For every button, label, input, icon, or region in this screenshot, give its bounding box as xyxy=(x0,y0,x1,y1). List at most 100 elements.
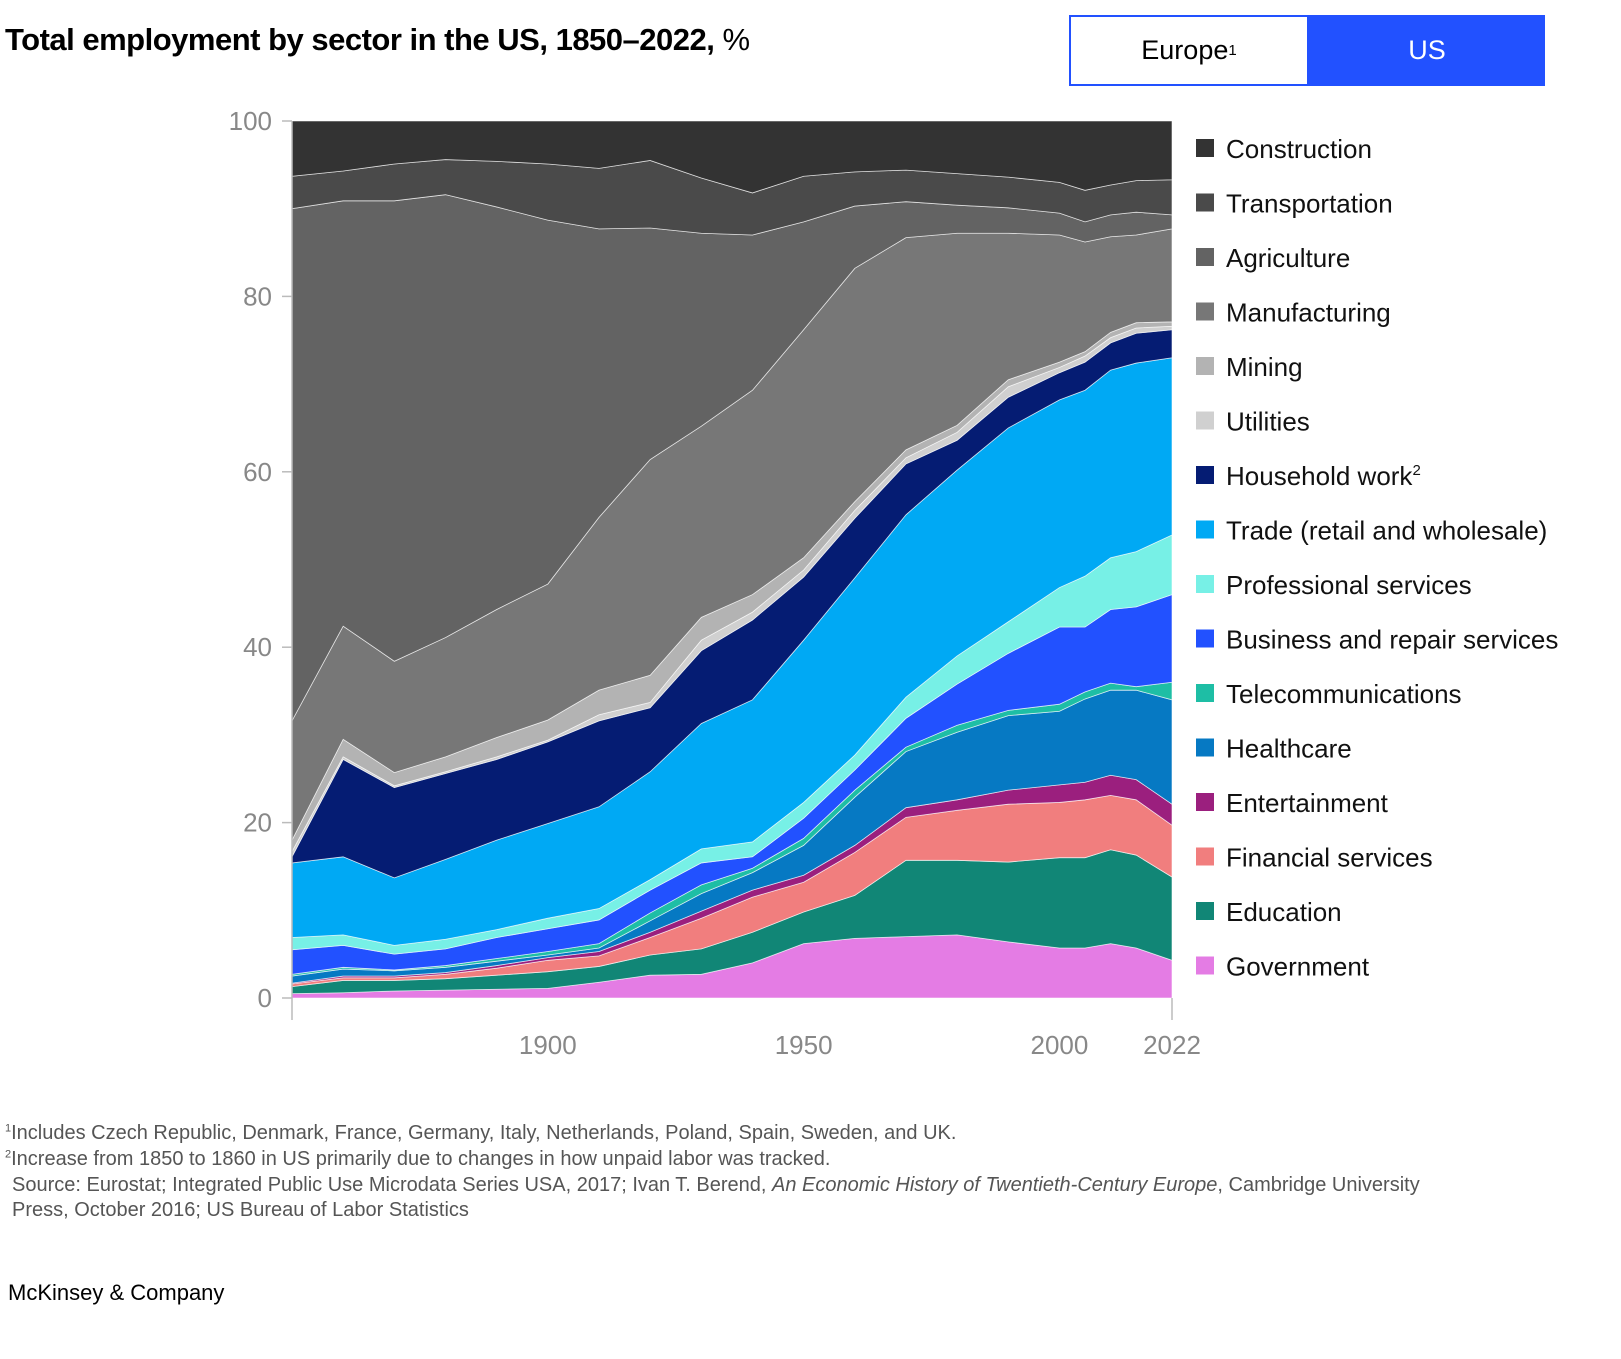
legend-label: Healthcare xyxy=(1226,734,1352,764)
source-book-title: An Economic History of Twentieth-Century… xyxy=(772,1174,1218,1196)
legend-label: Trade (retail and wholesale) xyxy=(1226,516,1547,546)
legend-item: Transportation xyxy=(1196,189,1393,219)
y-tick-label: 20 xyxy=(243,808,272,838)
x-tick-label: 1950 xyxy=(775,1030,833,1060)
legend-label: Education xyxy=(1226,897,1342,927)
legend-item: Household work2 xyxy=(1196,461,1421,491)
chart-title-text: Total employment by sector in the US, 18… xyxy=(5,22,715,57)
y-tick-label: 0 xyxy=(258,983,272,1013)
legend-label-text: Financial services xyxy=(1226,843,1433,873)
y-tick-label: 60 xyxy=(243,457,272,487)
legend: Construction Transportation Agriculture Man… xyxy=(1196,134,1558,982)
stacked-area-chart: 0 20 40 60 80 100 1900 1950 2000 2022 Constructio… xyxy=(229,106,1559,1060)
legend-label: Agriculture xyxy=(1226,243,1350,273)
legend-item: Trade (retail and wholesale) xyxy=(1196,516,1547,546)
legend-label-text: Education xyxy=(1226,897,1342,927)
legend-label-text: Professional services xyxy=(1226,570,1472,600)
legend-label: Financial services xyxy=(1226,843,1433,873)
legend-swatch xyxy=(1196,793,1214,811)
legend-label: Business and repair services xyxy=(1226,625,1558,655)
legend-swatch xyxy=(1196,248,1214,266)
legend-item: Construction xyxy=(1196,134,1372,164)
legend-swatch xyxy=(1196,956,1214,975)
x-tick-label: 1900 xyxy=(519,1030,577,1060)
y-tick-label: 40 xyxy=(243,632,272,662)
y-tick-label: 80 xyxy=(243,281,272,311)
y-tick-label: 100 xyxy=(229,106,272,136)
legend-swatch xyxy=(1196,357,1214,375)
footnote-1-marker: 1 xyxy=(5,1122,12,1135)
legend-label-text: Agriculture xyxy=(1226,243,1350,273)
toggle-europe-label: Europe xyxy=(1141,35,1229,65)
brand-logo: McKinsey & Company xyxy=(8,1280,225,1305)
legend-item: Financial services xyxy=(1196,843,1433,873)
legend-item: Government xyxy=(1196,952,1370,982)
legend-item: Utilities xyxy=(1196,407,1310,437)
legend-label: Professional services xyxy=(1226,570,1472,600)
chart-title: Total employment by sector in the US, 18… xyxy=(5,22,750,58)
legend-swatch xyxy=(1196,139,1214,157)
legend-label-text: Construction xyxy=(1226,134,1372,164)
legend-label-text: Mining xyxy=(1226,352,1303,382)
axes: 0 20 40 60 80 100 1900 1950 2000 2022 xyxy=(229,106,1201,1060)
legend-swatch xyxy=(1196,193,1214,212)
legend-item: Mining xyxy=(1196,352,1303,382)
legend-label-text: Business and repair services xyxy=(1226,625,1558,655)
legend-label-text: Utilities xyxy=(1226,407,1310,437)
legend-label-text: Healthcare xyxy=(1226,734,1352,764)
legend-swatch xyxy=(1196,738,1214,757)
legend-swatch xyxy=(1196,684,1214,702)
legend-label: Entertainment xyxy=(1226,788,1389,818)
legend-footnote-ref: 2 xyxy=(1412,462,1420,479)
footnote-ref: 1 xyxy=(1228,42,1237,59)
legend-label: Telecommunications xyxy=(1226,679,1462,709)
source-line-2: Press, October 2016; US Bureau of Labor … xyxy=(12,1199,469,1222)
toggle-us-button[interactable]: US xyxy=(1309,15,1545,86)
footnote-2-text: Increase from 1850 to 1860 in US primari… xyxy=(11,1148,831,1170)
legend-swatch xyxy=(1196,629,1214,648)
legend-label: Mining xyxy=(1226,352,1303,382)
legend-swatch xyxy=(1196,520,1214,539)
area-construction xyxy=(291,120,1173,194)
toggle-europe-button[interactable]: Europe 1 xyxy=(1069,15,1309,86)
source-text-cont: , Cambridge University xyxy=(1217,1174,1420,1196)
legend-item: Business and repair services xyxy=(1196,625,1558,655)
legend-swatch xyxy=(1196,847,1214,866)
legend-label-text: Government xyxy=(1226,952,1370,982)
legend-label: Construction xyxy=(1226,134,1372,164)
legend-item: Telecommunications xyxy=(1196,679,1462,709)
legend-item: Education xyxy=(1196,897,1342,927)
source-text-2: Press, October 2016; US Bureau of Labor … xyxy=(12,1199,469,1221)
legend-swatch xyxy=(1196,575,1214,593)
legend-item: Healthcare xyxy=(1196,734,1352,764)
legend-label-text: Trade (retail and wholesale) xyxy=(1226,516,1547,546)
legend-item: Agriculture xyxy=(1196,243,1350,273)
legend-label-text: Entertainment xyxy=(1226,788,1389,818)
legend-swatch xyxy=(1196,411,1214,430)
legend-label-text: Manufacturing xyxy=(1226,298,1391,328)
areas xyxy=(291,120,1173,999)
source-text: Source: Eurostat; Integrated Public Use … xyxy=(12,1174,773,1196)
x-tick-label: 2022 xyxy=(1143,1030,1201,1060)
legend-swatch xyxy=(1196,466,1214,484)
source-line-1: Source: Eurostat; Integrated Public Use … xyxy=(12,1174,1420,1197)
legend-label-text: Transportation xyxy=(1226,189,1393,219)
footnote-1-text: Includes Czech Republic, Denmark, France… xyxy=(11,1122,957,1144)
footnote-2-marker: 2 xyxy=(5,1148,12,1161)
legend-item: Manufacturing xyxy=(1196,298,1391,328)
chart-title-unit: % xyxy=(714,22,750,57)
region-toggle: Europe 1 US xyxy=(1069,15,1545,86)
toggle-us-label: US xyxy=(1408,35,1446,65)
legend-swatch xyxy=(1196,902,1214,920)
legend-label-text: Telecommunications xyxy=(1226,679,1462,709)
footnote-2: 2Increase from 1850 to 1860 in US primar… xyxy=(5,1148,830,1171)
legend-item: Entertainment xyxy=(1196,788,1389,818)
legend-label: Transportation xyxy=(1226,189,1393,219)
legend-label: Manufacturing xyxy=(1226,298,1391,328)
legend-label: Household work2 xyxy=(1226,461,1421,491)
footnote-1: 1Includes Czech Republic, Denmark, Franc… xyxy=(5,1122,956,1145)
legend-swatch xyxy=(1196,302,1214,321)
legend-item: Professional services xyxy=(1196,570,1472,600)
legend-label-text: Household work xyxy=(1226,461,1413,491)
legend-label: Utilities xyxy=(1226,407,1310,437)
